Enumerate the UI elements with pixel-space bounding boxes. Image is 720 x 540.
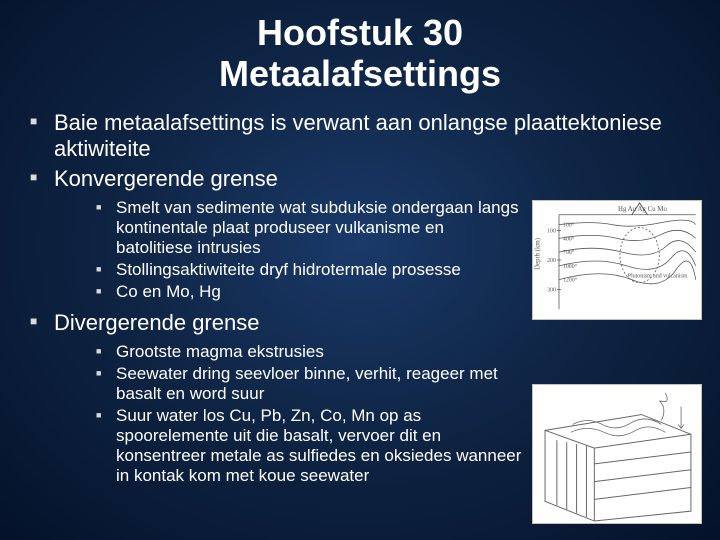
bullet-3-sub-2: Seewater dring seevloer binne, verhit, r… — [96, 364, 524, 404]
svg-text:1200°: 1200° — [563, 277, 578, 284]
svg-text:1000°: 1000° — [563, 263, 578, 270]
slide: Hoofstuk 30 Metaalafsettings Baie metaal… — [0, 0, 720, 540]
bullet-1: Baie metaalafsettings is verwant aan onl… — [28, 110, 700, 162]
fig1-ylabel: Depth (km) — [534, 238, 541, 270]
title-line-2: Metaalafsettings — [0, 53, 720, 94]
bullet-2-sub-2: Stollingsaktiwiteite dryf hidrotermale p… — [96, 260, 524, 280]
bullet-3-text: Divergerende grense — [54, 310, 259, 335]
bullet-2-sublist: Smelt van sedimente wat subduksie onderg… — [54, 198, 524, 302]
slide-title: Hoofstuk 30 Metaalafsettings — [0, 0, 720, 95]
fig1-annot: Plutonism and vulcanism — [628, 274, 688, 280]
bullet-2-text: Konvergerende grense — [54, 166, 278, 191]
bullet-3-sublist: Grootste magma ekstrusies Seewater dring… — [54, 342, 524, 486]
title-line-1: Hoofstuk 30 — [0, 12, 720, 53]
bullet-3-sub-3: Suur water los Cu, Pb, Zn, Co, Mn op as … — [96, 406, 524, 486]
bullet-2-sub-3: Co en Mo, Hg — [96, 282, 524, 302]
svg-text:200: 200 — [547, 258, 556, 264]
bullet-1-text: Baie metaalafsettings is verwant aan onl… — [54, 110, 662, 161]
figure-convergent-diagram: Hg Au Ag Cu Mo Depth (km) 100 200 300 10… — [532, 200, 702, 320]
svg-text:100: 100 — [547, 228, 556, 234]
bullet-3-sub-1: Grootste magma ekstrusies — [96, 342, 524, 362]
svg-text:100°: 100° — [563, 222, 575, 229]
bullet-2-sub-1: Smelt van sedimente wat subduksie onderg… — [96, 198, 524, 258]
svg-text:300: 300 — [547, 287, 556, 293]
figure-divergent-diagram — [532, 384, 702, 524]
